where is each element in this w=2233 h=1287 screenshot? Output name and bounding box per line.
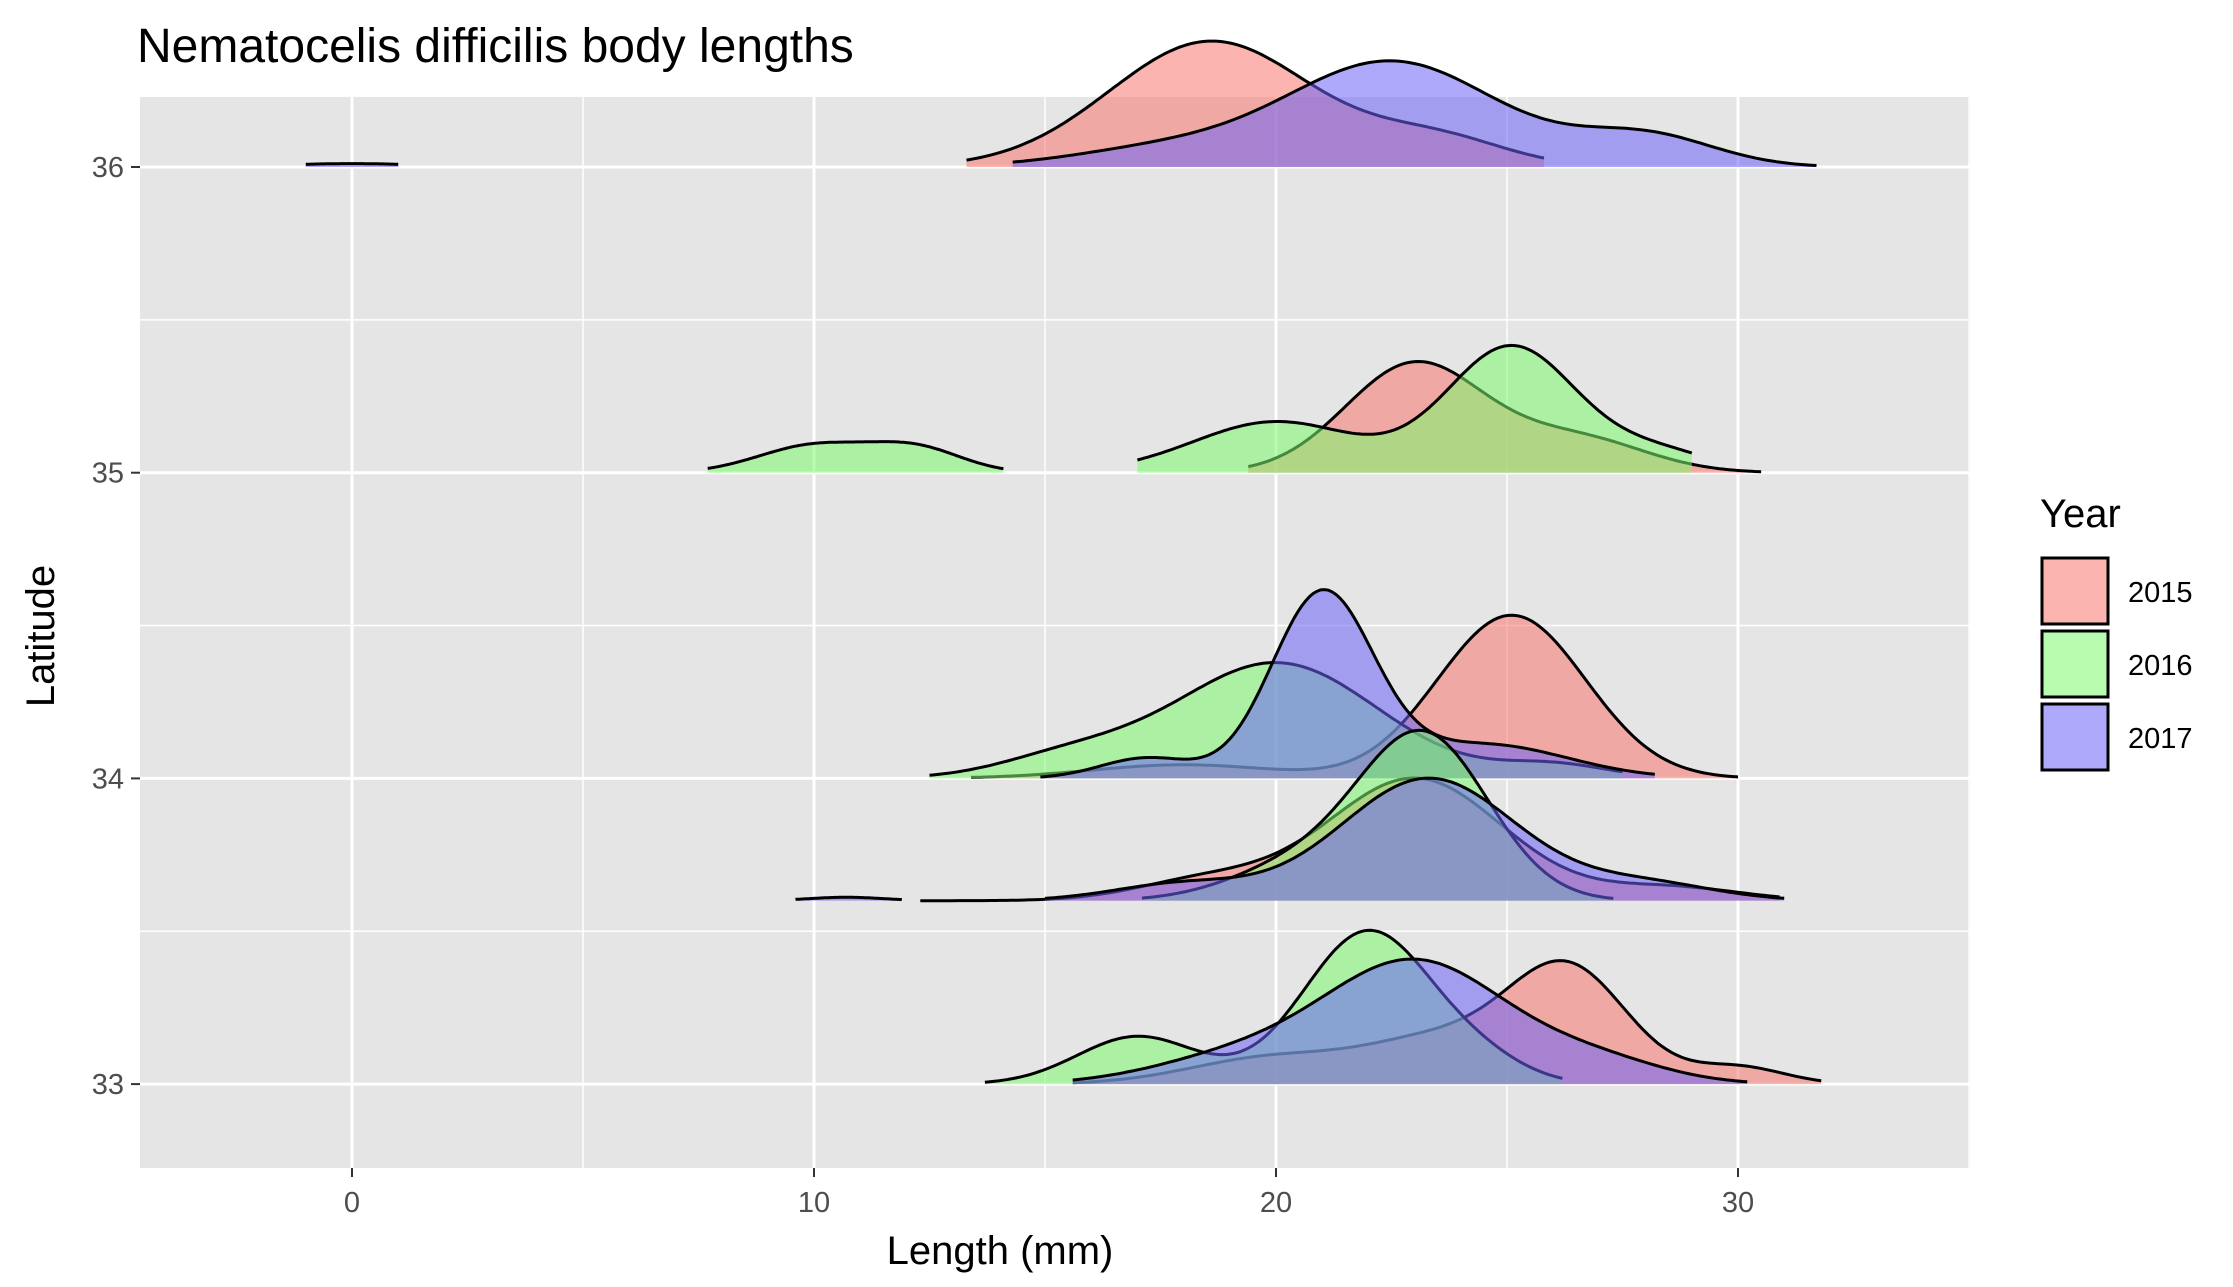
density-ridges <box>305 39 1822 1085</box>
density-area-2016 <box>1137 345 1692 473</box>
legend-key-2016 <box>2040 629 2110 699</box>
density-line-2017 <box>795 895 903 902</box>
density-line-2017 <box>1040 588 1655 779</box>
legend-key-2015 <box>2040 556 2110 626</box>
density-area-2016 <box>707 441 1004 473</box>
y-axis-title: Latitude <box>19 565 63 707</box>
density-line-2016 <box>707 440 1004 471</box>
density-line-2017 <box>1044 776 1785 900</box>
density-line-2016 <box>1137 343 1693 462</box>
x-tick-label: 30 <box>1722 1187 1754 1219</box>
density-area-2017 <box>1040 589 1655 779</box>
density-line-2017 <box>1012 59 1817 167</box>
legend-label-2015: 2015 <box>2128 577 2193 609</box>
density-area-2017 <box>1012 60 1817 167</box>
y-axis: 33 34 35 36 <box>92 152 140 1101</box>
legend-key-2017 <box>2040 702 2110 772</box>
legend-title: Year <box>2040 492 2121 536</box>
x-axis-title: Length (mm) <box>887 1229 1114 1273</box>
density-line-2017 <box>305 162 399 166</box>
y-tick-label: 34 <box>92 763 124 795</box>
x-axis: 0 10 20 30 <box>344 1168 1754 1219</box>
density-area-2015 <box>971 615 1738 779</box>
density-area-2015 <box>1072 960 1822 1085</box>
y-tick-label: 33 <box>92 1069 124 1101</box>
y-tick-label: 35 <box>92 458 124 490</box>
legend-label-2017: 2017 <box>2128 723 2193 755</box>
x-tick-label: 0 <box>344 1187 360 1219</box>
density-line-2017 <box>1072 957 1748 1084</box>
legend: Year 2015 2016 2017 <box>2040 492 2193 772</box>
plot-panel <box>140 97 1970 1168</box>
x-tick-label: 20 <box>1260 1187 1292 1219</box>
density-area-2017 <box>1072 959 1748 1085</box>
x-tick-label: 10 <box>798 1187 830 1219</box>
chart-title: Nematocelis difficilis body lengths <box>137 20 854 73</box>
legend-label-2016: 2016 <box>2128 650 2193 682</box>
y-tick-label: 36 <box>92 152 124 184</box>
